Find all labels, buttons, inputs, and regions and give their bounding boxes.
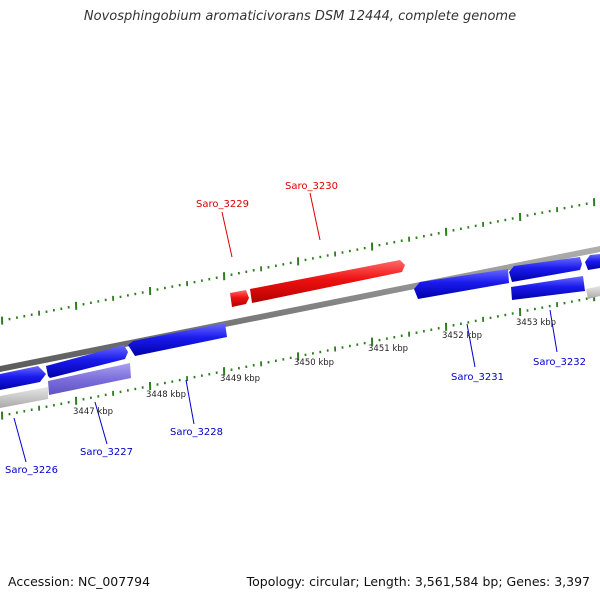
accession-text: Accession: NC_007794 xyxy=(8,574,151,589)
kbp-label-3450: 3450 kbp xyxy=(294,358,334,368)
gene-feature-saro-3230[interactable] xyxy=(250,260,405,303)
gene-feature-saro-3228[interactable] xyxy=(128,323,227,356)
kbp-label-3453: 3453 kbp xyxy=(516,318,556,328)
gene-label-saro-3229[interactable]: Saro_3229 xyxy=(196,199,249,210)
gene-label-saro-3228[interactable]: Saro_3228 xyxy=(170,427,223,438)
gene-label-saro-3227[interactable]: Saro_3227 xyxy=(80,447,133,458)
gene-label-saro-3230[interactable]: Saro_3230 xyxy=(285,181,338,192)
leader-saro-3226 xyxy=(13,417,27,463)
leader-saro-3230 xyxy=(309,192,321,241)
genome-backbone-line xyxy=(0,246,600,372)
gene-feature-edge-right[interactable] xyxy=(585,254,600,270)
kbp-label-3451: 3451 kbp xyxy=(368,344,408,354)
gene-feature-saro-3227-lower[interactable] xyxy=(48,363,131,395)
leader-saro-3232 xyxy=(549,309,558,353)
kbp-label-3449: 3449 kbp xyxy=(220,374,260,384)
gene-feature-saro-3232[interactable] xyxy=(511,276,585,300)
leader-saro-3231 xyxy=(466,323,476,368)
kbp-label-3448: 3448 kbp xyxy=(146,390,186,400)
genome-stats-text: Topology: circular; Length: 3,561,584 bp… xyxy=(246,574,590,589)
gray-track-segment xyxy=(0,387,48,408)
tick-row-lower xyxy=(1,293,596,420)
kbp-label-3447: 3447 kbp xyxy=(73,407,113,417)
gene-feature-saro-3226[interactable] xyxy=(0,366,46,390)
gene-feature-saro-3231b[interactable] xyxy=(509,257,582,282)
gray-track-segment-right xyxy=(586,286,600,299)
genome-title: Novosphingobium aromaticivorans DSM 1244… xyxy=(83,9,517,24)
gene-label-saro-3231[interactable]: Saro_3231 xyxy=(451,372,504,383)
kbp-label-3452: 3452 kbp xyxy=(442,331,482,341)
gene-feature-saro-3229[interactable] xyxy=(230,290,249,307)
gene-feature-saro-3231[interactable] xyxy=(414,269,509,299)
label-leader-lines xyxy=(13,192,558,463)
gene-label-saro-3226[interactable]: Saro_3226 xyxy=(5,465,58,476)
kbp-axis-labels: 3447 kbp 3448 kbp 3449 kbp 3450 kbp 3451… xyxy=(73,318,556,417)
leader-saro-3227 xyxy=(94,401,108,445)
gene-labels: Saro_3226 Saro_3227 Saro_3228 Saro_3229 … xyxy=(5,181,586,476)
tick-row-upper xyxy=(1,198,596,325)
leader-saro-3228 xyxy=(185,379,195,425)
leader-saro-3229 xyxy=(221,211,233,258)
gene-feature-saro-3227[interactable] xyxy=(46,345,128,378)
gene-label-saro-3232[interactable]: Saro_3232 xyxy=(533,357,586,368)
